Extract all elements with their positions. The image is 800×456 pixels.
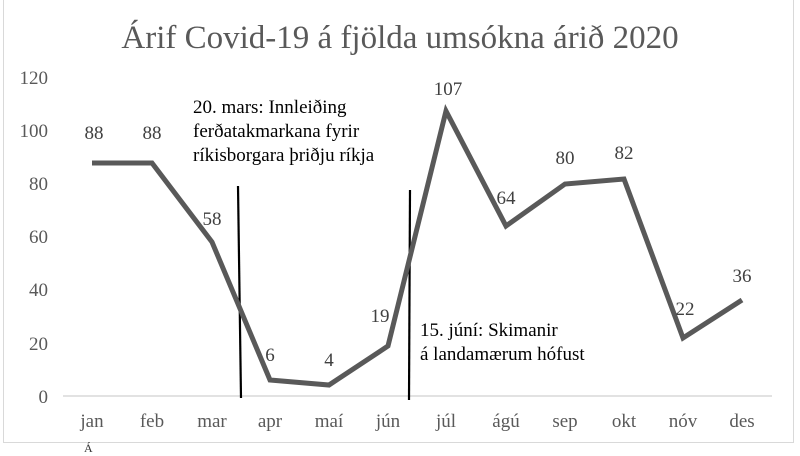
- data-label: 107: [434, 79, 463, 100]
- data-labels: 88 88 58 6 4 19 107 64 80 82 22 36: [85, 79, 752, 371]
- annotation-line: á landamærum hófust: [420, 344, 585, 365]
- x-tick: des: [729, 411, 754, 432]
- y-tick: 120: [20, 68, 49, 89]
- x-tick: mar: [197, 411, 227, 432]
- annotation-june: 15. júní: Skimanir á landamærum hófust: [420, 320, 585, 365]
- event-line-march: [236, 185, 243, 399]
- data-label: 22: [676, 299, 695, 320]
- data-label: 58: [203, 209, 222, 230]
- annotation-line: 20. mars: Innleiðing: [193, 97, 347, 118]
- x-tick: okt: [612, 411, 637, 432]
- y-tick: 60: [29, 227, 48, 248]
- series-line: [92, 103, 744, 388]
- y-tick: 40: [29, 280, 48, 301]
- data-label: 36: [733, 266, 752, 287]
- y-tick: 80: [29, 174, 48, 195]
- x-tick: feb: [140, 411, 164, 432]
- data-label: 80: [556, 148, 575, 169]
- x-axis: jan feb mar apr maí jún júl ágú sep okt …: [79, 411, 754, 432]
- x-tick: maí: [315, 411, 344, 432]
- x-tick: sep: [552, 411, 577, 432]
- annotation-line: 15. júní: Skimanir: [420, 320, 558, 341]
- chart-frame: [3, 0, 794, 443]
- chart-title: Árif Covid-19 á fjölda umsókna árið 2020: [121, 19, 678, 56]
- annotation-line: ríkisborgara þriðju ríkja: [193, 145, 375, 166]
- data-label: 4: [324, 350, 334, 371]
- y-tick: 0: [39, 387, 49, 408]
- x-tick: jan: [79, 411, 104, 432]
- data-label: 82: [615, 143, 634, 164]
- data-label: 6: [265, 345, 275, 366]
- y-tick: 100: [20, 121, 49, 142]
- event-line-june: [407, 189, 412, 401]
- x-tick: jún: [375, 411, 401, 432]
- x-tick: nóv: [669, 411, 698, 432]
- annotation-march: 20. mars: Innleiðing ferðatakmarkana fyr…: [193, 97, 375, 166]
- data-label: 88: [85, 123, 104, 144]
- cropped-text-fragment: Á: [84, 441, 93, 455]
- y-tick: 20: [29, 334, 48, 355]
- x-tick: júl: [435, 411, 456, 432]
- data-label: 64: [497, 188, 517, 209]
- x-tick: ágú: [492, 411, 520, 432]
- y-axis: 0 20 40 60 80 100 120: [20, 68, 49, 408]
- annotation-line: ferðatakmarkana fyrir: [193, 121, 360, 142]
- data-label: 19: [371, 306, 390, 327]
- x-tick: apr: [258, 411, 283, 432]
- data-label: 88: [143, 123, 162, 144]
